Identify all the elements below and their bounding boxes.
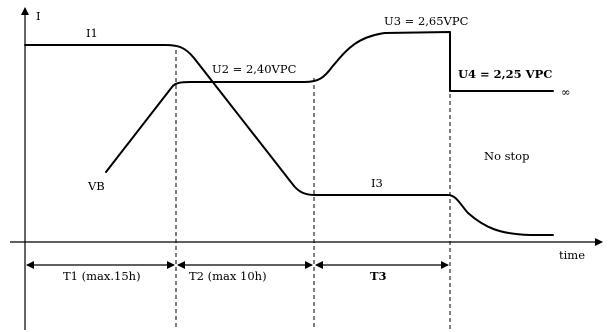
voltage-u4-label: U4 = 2,25 VPC (458, 67, 552, 81)
voltage-u2-label: U2 = 2,40VPC (212, 62, 297, 76)
t1-label: T1 (max.15h) (63, 269, 141, 283)
current-i1-label: I1 (86, 26, 98, 40)
x-axis-label: time (559, 248, 585, 262)
y-axis-label: I (36, 9, 41, 23)
current-curve (24, 44, 554, 236)
voltage-curve (105, 31, 554, 173)
infinity-symbol: ∞ (561, 85, 571, 99)
current-i3-label: I3 (371, 176, 383, 190)
t2-label: T2 (max 10h) (189, 269, 267, 283)
voltage-vb-label: VB (87, 179, 105, 193)
voltage-u3-label: U3 = 2,65VPC (384, 14, 469, 28)
no-stop-note: No stop (484, 149, 529, 163)
t3-label: T3 (370, 269, 387, 283)
